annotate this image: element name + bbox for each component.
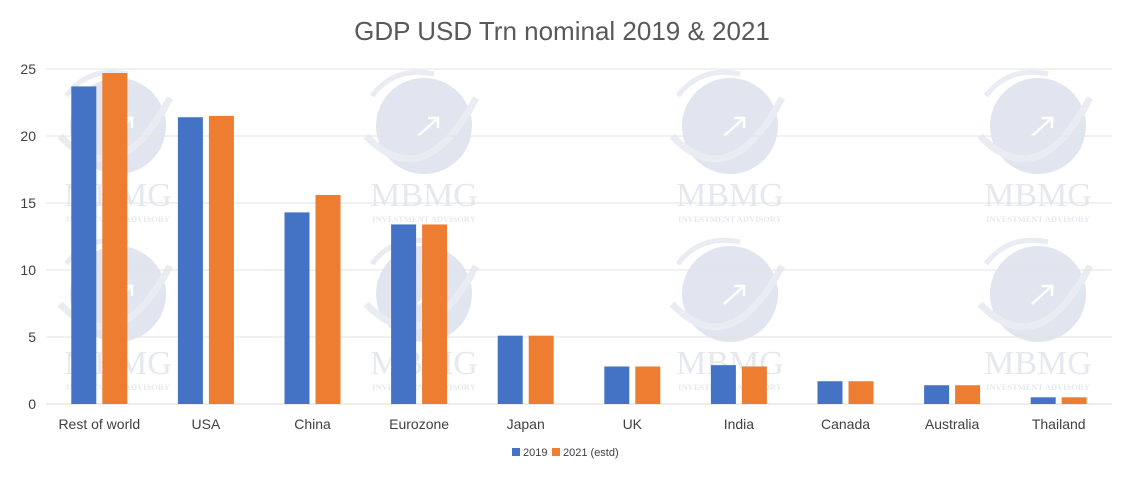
watermark-brand: MBMG [984,177,1092,214]
watermark-tagline: INVESTMENT ADVISORY [986,382,1090,392]
x-axis-ticks: Rest of world USA China Eurozone Japan UK Indi… [58,416,1085,432]
bar-2019-uk [604,366,630,404]
chart-title: GDP USD Trn nominal 2019 & 2021 [354,16,770,46]
bar-2021-australia [955,385,981,404]
bar-2019-eurozone [391,224,417,404]
y-axis-ticks: 0 5 10 15 20 25 [20,61,36,412]
bar-2021-canada [848,381,874,404]
bar-2019-japan [497,335,523,404]
bar-2019-australia [924,385,950,404]
watermark-brand: MBMG [370,177,478,214]
x-tick-label: Rest of world [58,416,140,432]
y-tick-label: 15 [20,195,36,211]
bar-2021-rest-of-world [102,73,128,405]
watermark-brand: MBMG [676,177,784,214]
y-tick-label: 5 [28,329,36,345]
legend-label-2019: 2019 [523,447,547,459]
watermark-tagline: INVESTMENT ADVISORY [678,214,782,224]
x-tick-label: India [724,416,755,432]
legend-swatch-2019 [512,448,520,456]
bar-2021-china [315,194,341,404]
x-tick-label: Japan [507,416,545,432]
x-tick-label: China [294,416,331,432]
bar-2019-thailand [1030,397,1056,404]
bar-2021-usa [208,115,234,405]
x-tick-label: UK [623,416,643,432]
bar-2021-japan [528,335,554,404]
gridlines [46,68,1112,405]
bar-2019-canada [817,381,843,404]
bar-2021-uk [635,366,661,404]
bar-2019-india [710,365,736,404]
bar-2021-thailand [1061,397,1087,404]
bars [71,73,1087,405]
legend-swatch-2021 [552,448,560,456]
x-tick-label: Australia [925,416,980,432]
bar-2019-china [284,212,310,404]
bar-2021-india [741,366,767,404]
x-tick-label: Thailand [1032,416,1086,432]
x-tick-label: Eurozone [389,416,449,432]
watermark-brand: MBMG [984,345,1092,382]
watermark-tagline: INVESTMENT ADVISORY [986,214,1090,224]
x-tick-label: USA [192,416,221,432]
y-tick-label: 10 [20,262,36,278]
legend: 2019 2021 (estd) [512,447,619,459]
legend-label-2021: 2021 (estd) [563,447,619,459]
y-tick-label: 0 [28,396,36,412]
watermark-tagline: INVESTMENT ADVISORY [372,214,476,224]
x-tick-label: Canada [821,416,870,432]
bar-2019-usa [177,117,203,405]
y-tick-label: 20 [20,128,36,144]
y-tick-label: 25 [20,61,36,77]
bar-2021-eurozone [422,224,448,404]
bar-2019-rest-of-world [71,86,97,405]
